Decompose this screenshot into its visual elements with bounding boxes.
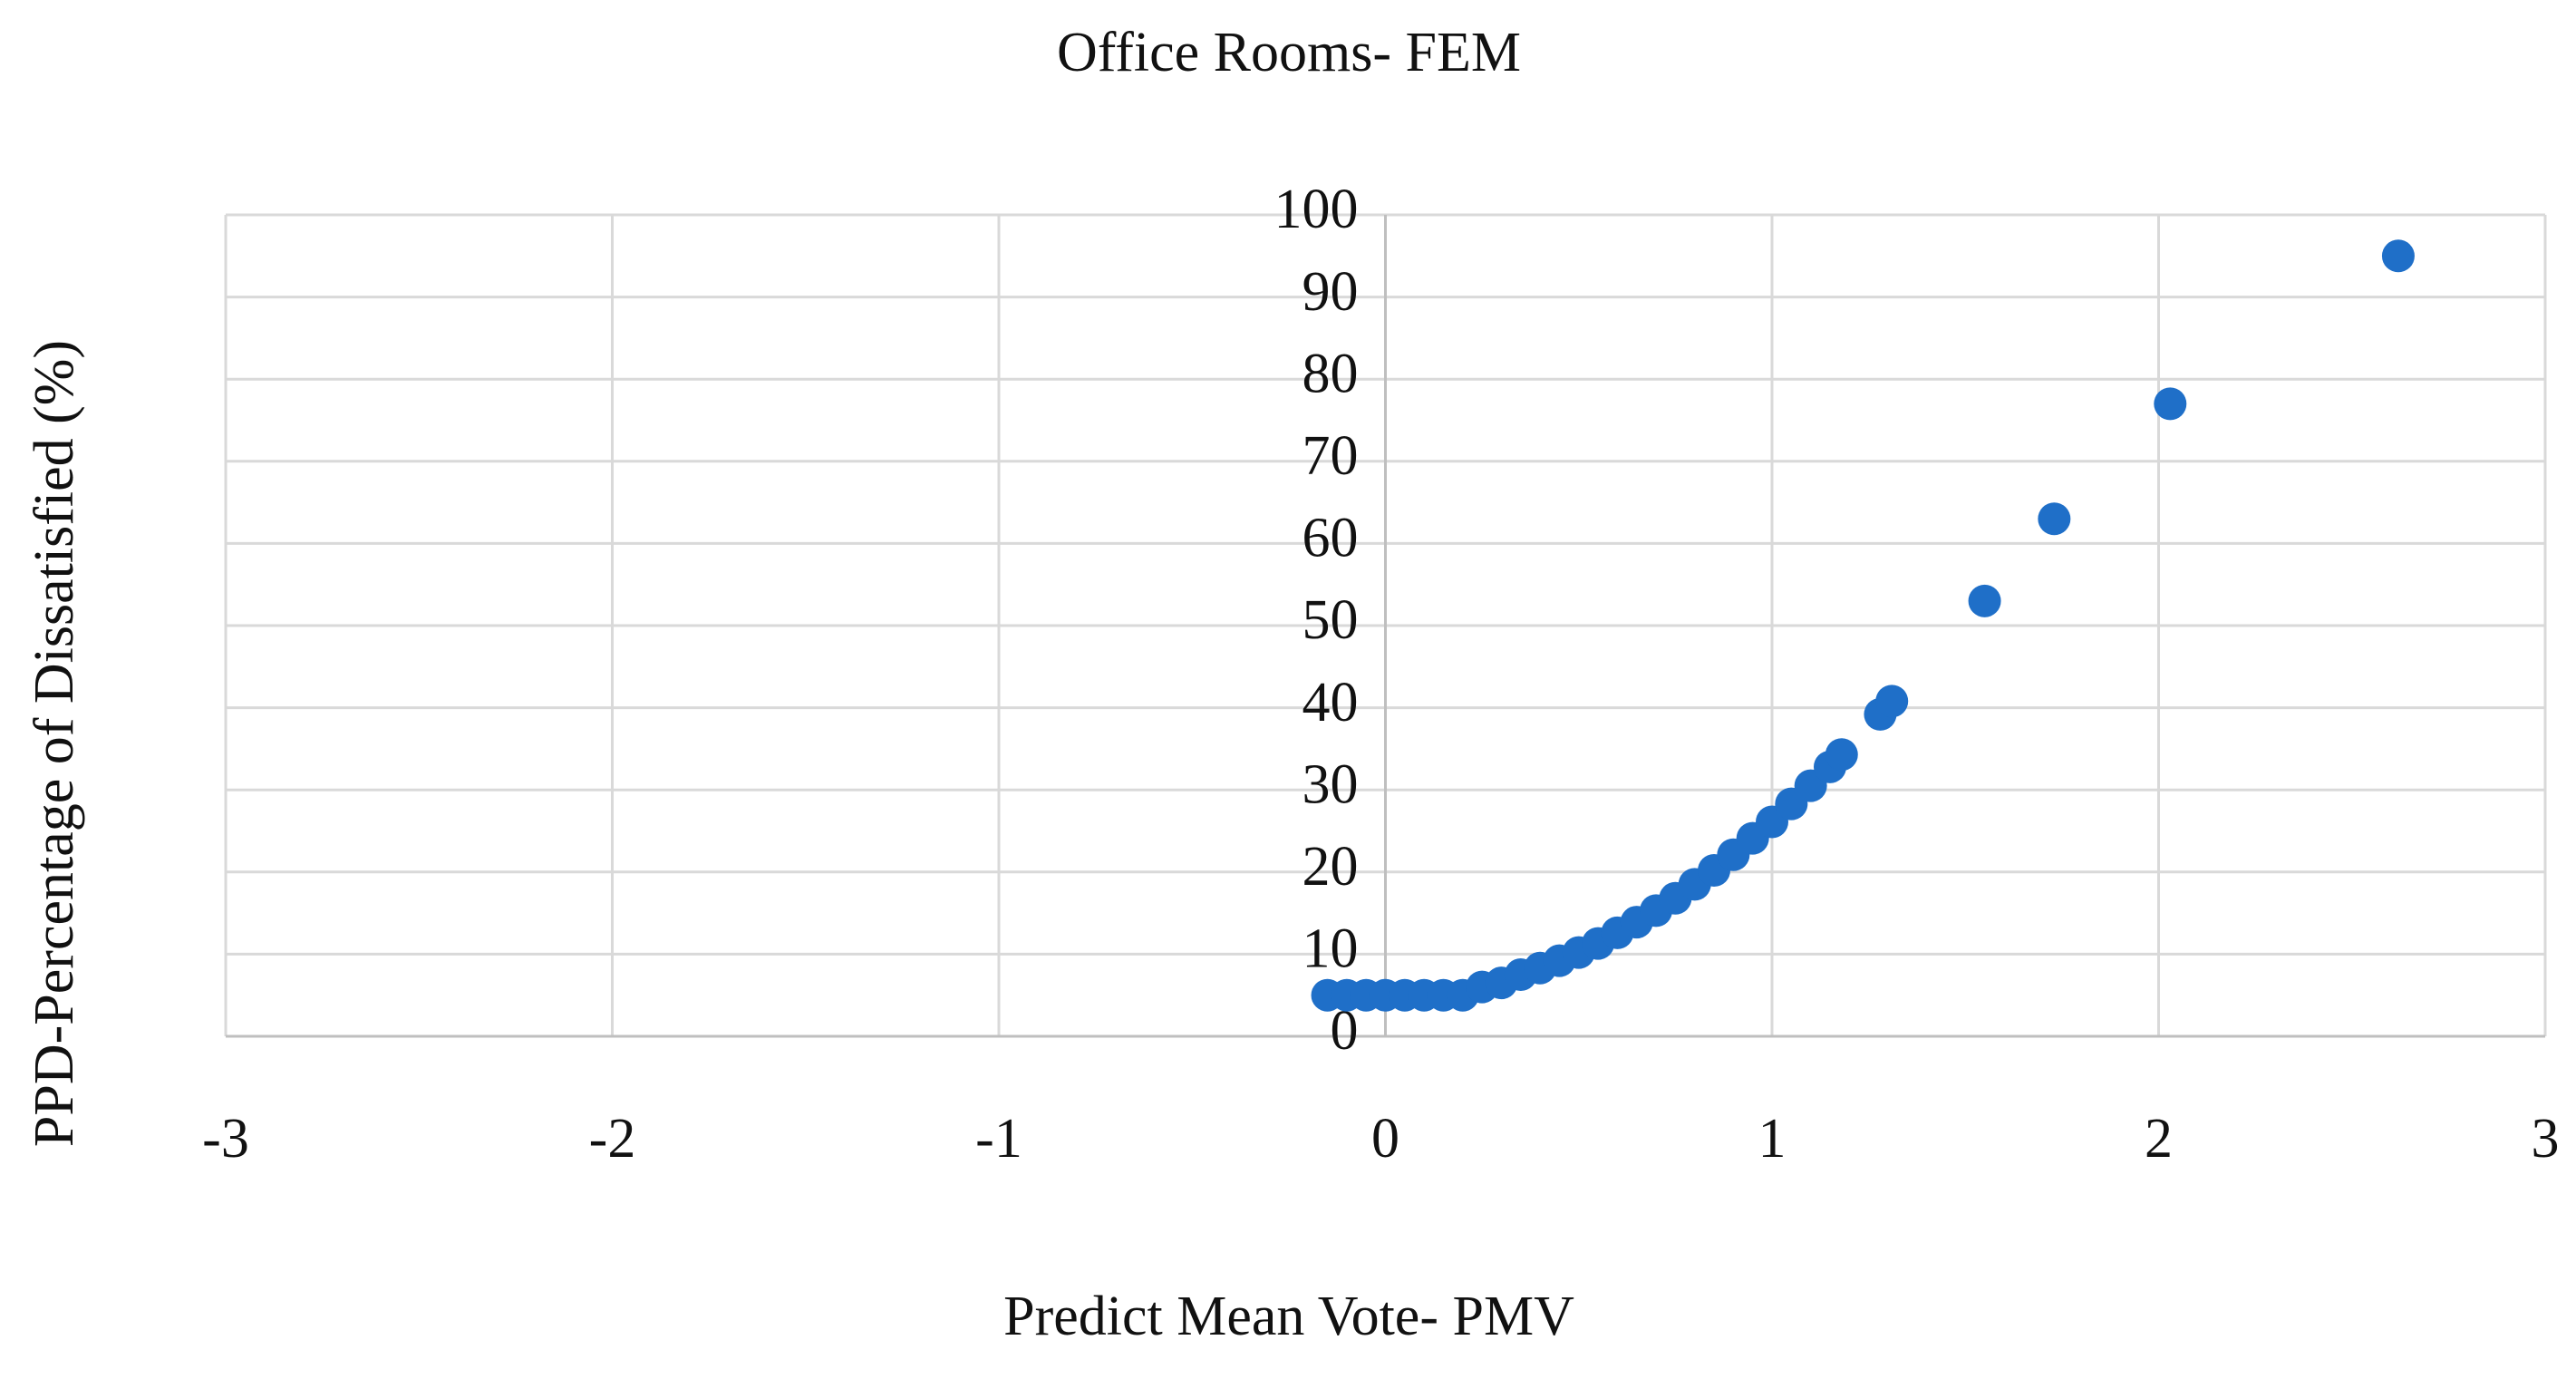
x-tick-label: 1 — [1758, 1108, 1787, 1170]
y-tick-label: 60 — [1303, 508, 1359, 569]
data-point — [2154, 387, 2187, 421]
y-axis-title: PPD-Percentage of Dissatisfied (%) — [24, 340, 85, 1147]
data-point — [2038, 502, 2071, 536]
y-tick-label: 70 — [1303, 425, 1359, 487]
y-tick-label: 30 — [1303, 753, 1359, 815]
x-tick-label: 0 — [1371, 1108, 1399, 1170]
y-tick-label: 40 — [1303, 672, 1359, 733]
x-tick-label: 2 — [2145, 1108, 2173, 1170]
y-tick-label: 80 — [1303, 343, 1359, 404]
y-tick-label: 90 — [1303, 261, 1359, 323]
y-tick-label: 100 — [1274, 179, 1359, 240]
data-point — [1825, 738, 1858, 772]
y-tick-label: 20 — [1303, 836, 1359, 898]
y-tick-label: 10 — [1303, 918, 1359, 980]
y-tick-label: 50 — [1303, 589, 1359, 651]
x-tick-label: -3 — [202, 1108, 249, 1170]
x-tick-label: 3 — [2532, 1108, 2560, 1170]
chart-title: Office Rooms- FEM — [1057, 22, 1521, 83]
data-point — [1968, 584, 2001, 617]
x-tick-label: -2 — [589, 1108, 636, 1170]
data-point — [2381, 239, 2415, 273]
data-point — [1875, 685, 1909, 718]
x-tick-label: -1 — [975, 1108, 1022, 1170]
x-axis-title: Predict Mean Vote- PMV — [1003, 1286, 1574, 1347]
